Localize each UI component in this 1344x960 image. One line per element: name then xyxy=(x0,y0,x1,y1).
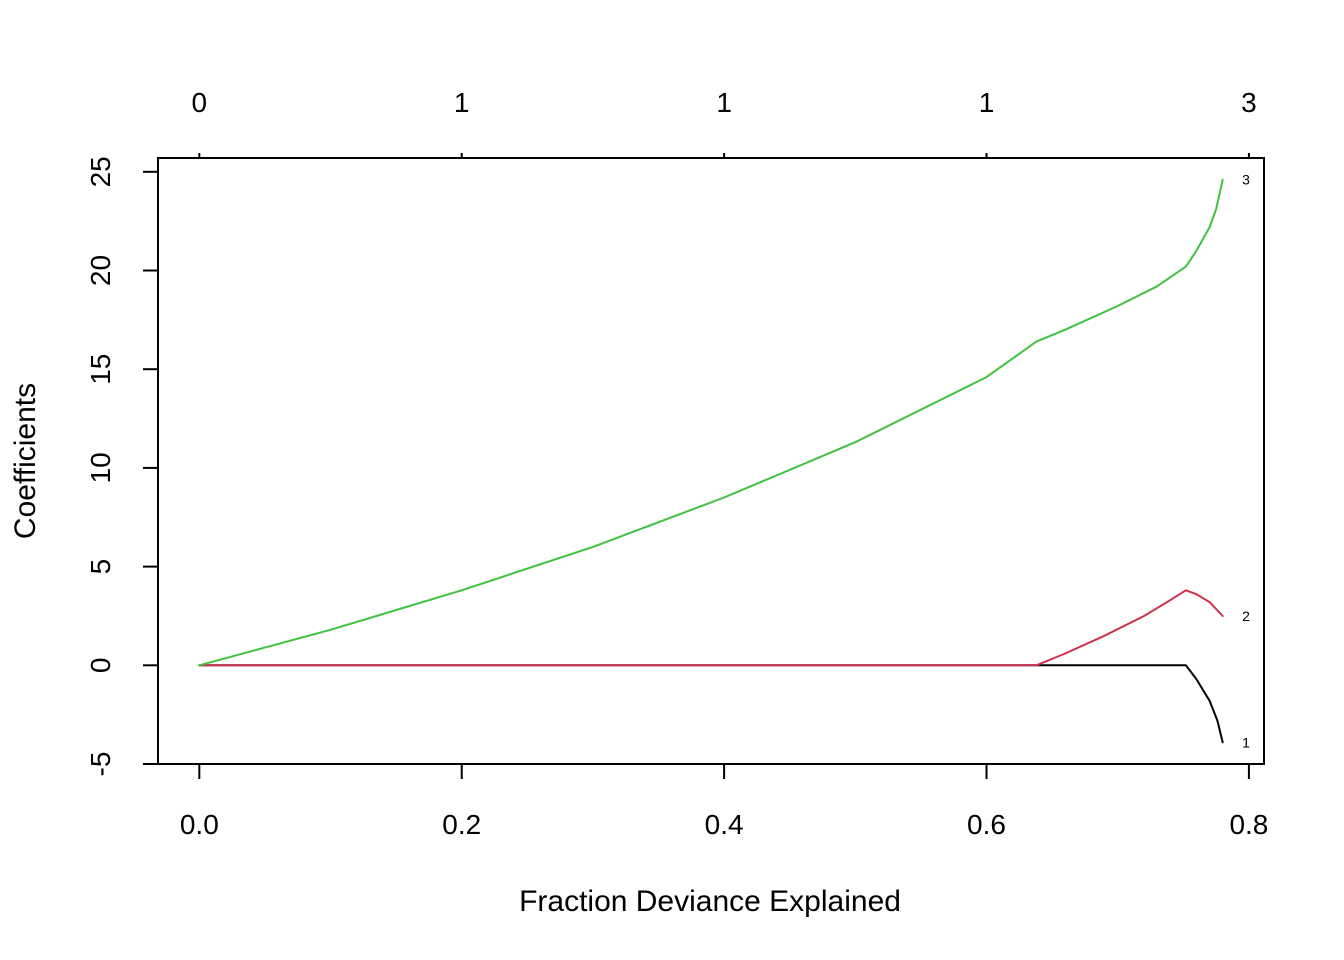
series-layer: 1 2 3 xyxy=(198,172,1250,750)
y-tick-label: 15 xyxy=(85,354,116,385)
y-tick-label: 25 xyxy=(85,156,116,187)
y-tick-label: -5 xyxy=(85,752,116,777)
y-tick-label: 20 xyxy=(85,255,116,286)
top-tick-label: 1 xyxy=(454,87,470,118)
top-tick-label: 1 xyxy=(979,87,995,118)
series-line-3 xyxy=(198,178,1224,667)
bottom-x-axis: 0.0 0.2 0.4 0.6 0.8 xyxy=(180,763,1268,840)
y-axis-title: Coefficients xyxy=(9,383,42,539)
x-tick-label: 0.2 xyxy=(442,809,481,840)
x-tick-label: 0.8 xyxy=(1229,809,1268,840)
top-tick-label: 3 xyxy=(1241,87,1257,118)
series-line-2 xyxy=(198,589,1224,667)
y-tick-label: 10 xyxy=(85,452,116,483)
series-end-label-2: 2 xyxy=(1242,608,1250,624)
x-axis-title: Fraction Deviance Explained xyxy=(519,885,901,918)
top-tick-label: 1 xyxy=(716,87,732,118)
top-x-axis: 0 1 1 1 3 xyxy=(192,87,1257,159)
series-end-label-3: 3 xyxy=(1242,172,1250,188)
left-y-axis: -5 0 5 10 15 20 25 xyxy=(85,156,159,777)
x-tick-label: 0.4 xyxy=(705,809,744,840)
series-end-label-1: 1 xyxy=(1242,734,1250,750)
top-tick-label: 0 xyxy=(192,87,208,118)
plot-frame xyxy=(157,157,1265,765)
y-tick-label: 0 xyxy=(85,658,116,674)
series-line-1 xyxy=(198,664,1224,744)
y-tick-label: 5 xyxy=(85,559,116,575)
x-tick-label: 0.6 xyxy=(967,809,1006,840)
x-tick-label: 0.0 xyxy=(180,809,219,840)
